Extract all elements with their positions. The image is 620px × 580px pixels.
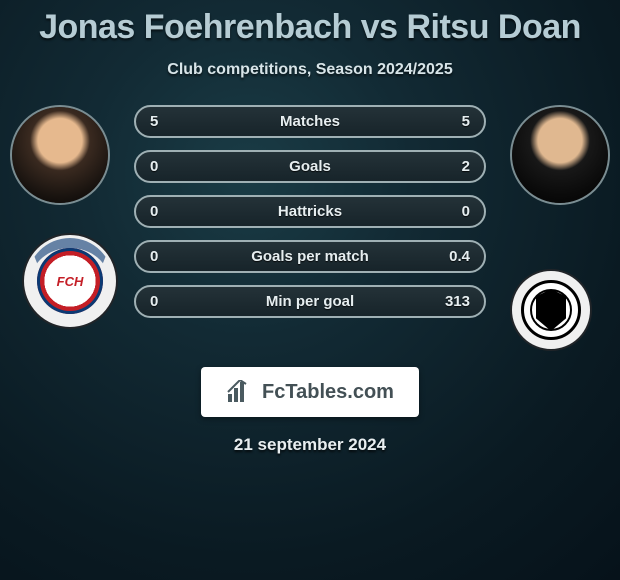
stat-right-value: 0.4 xyxy=(449,248,470,265)
stat-right-value: 2 xyxy=(462,158,470,175)
face-placeholder-icon xyxy=(512,107,608,203)
stat-row: 0 Goals per match 0.4 xyxy=(134,240,486,273)
stat-right-value: 0 xyxy=(462,203,470,220)
stat-label: Matches xyxy=(136,113,484,130)
date-text: 21 september 2024 xyxy=(0,435,620,455)
stat-row: 5 Matches 5 xyxy=(134,105,486,138)
comparison-card: Jonas Foehrenbach vs Ritsu Doan Club com… xyxy=(0,0,620,580)
stat-label: Goals per match xyxy=(136,248,484,265)
fch-badge-icon: FCH xyxy=(37,248,103,314)
page-title: Jonas Foehrenbach vs Ritsu Doan xyxy=(0,0,620,47)
stat-label: Hattricks xyxy=(136,203,484,220)
subtitle: Club competitions, Season 2024/2025 xyxy=(0,61,620,79)
face-placeholder-icon xyxy=(12,107,108,203)
stats-column: 5 Matches 5 0 Goals 2 0 Hattricks 0 0 Go… xyxy=(134,105,486,318)
scf-badge-icon xyxy=(521,280,581,340)
club-left-short: FCH xyxy=(57,274,84,289)
content-area: FCH 5 Matches 5 0 Goals 2 0 Hattricks 0 xyxy=(0,105,620,345)
stat-row: 0 Goals 2 xyxy=(134,150,486,183)
brand-badge: FcTables.com xyxy=(201,367,419,417)
club-left-logo: FCH xyxy=(22,233,118,329)
player-right-avatar xyxy=(510,105,610,205)
stat-row: 0 Min per goal 313 xyxy=(134,285,486,318)
player-right-photo xyxy=(512,107,608,203)
stat-label: Min per goal xyxy=(136,293,484,310)
bar-chart-icon xyxy=(226,380,254,404)
stat-row: 0 Hattricks 0 xyxy=(134,195,486,228)
stat-label: Goals xyxy=(136,158,484,175)
stat-right-value: 5 xyxy=(462,113,470,130)
stat-right-value: 313 xyxy=(445,293,470,310)
brand-text: FcTables.com xyxy=(262,381,394,404)
player-left-avatar xyxy=(10,105,110,205)
shield-icon xyxy=(536,289,566,331)
player-left-photo xyxy=(12,107,108,203)
club-right-logo xyxy=(510,269,592,351)
